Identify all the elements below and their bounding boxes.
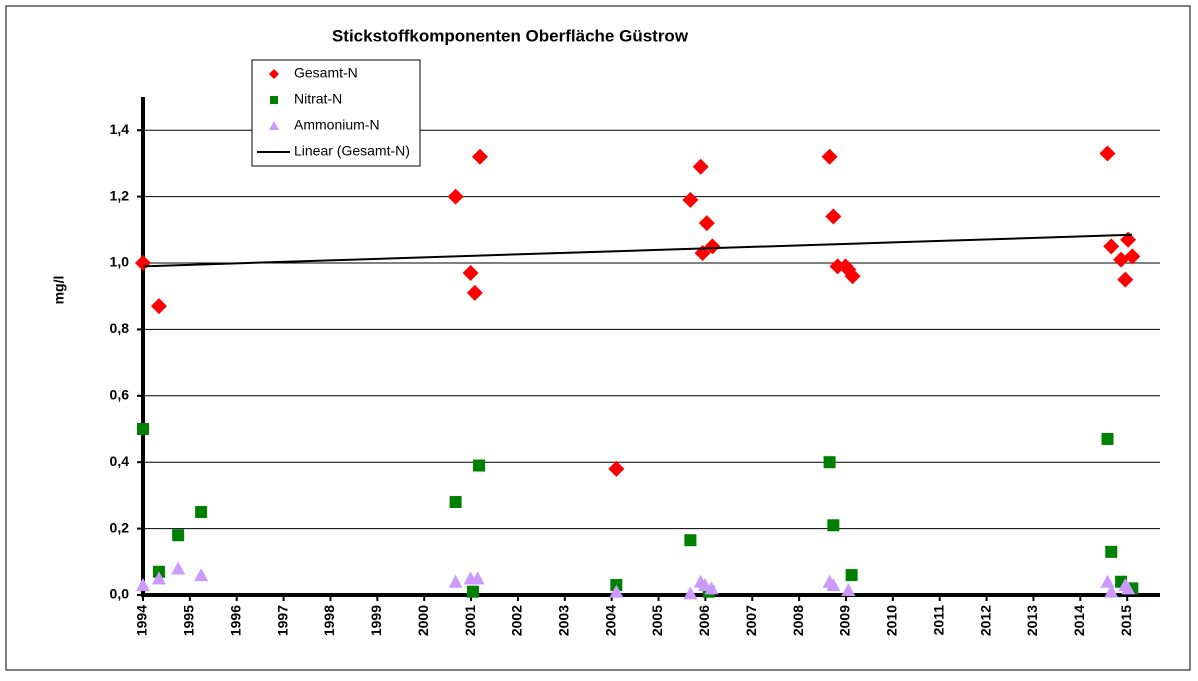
point [821,148,838,165]
x-tick-label: 2007 [743,605,759,636]
point [1124,248,1141,265]
x-tick-label: 2000 [415,605,431,636]
point [609,584,624,598]
point [1100,574,1115,588]
point [151,571,166,585]
x-tick-label: 1996 [227,605,243,636]
y-tick-label: 0,4 [110,453,130,469]
point [825,208,842,225]
legend-label: Nitrat-N [294,91,342,107]
point [692,158,709,175]
point [466,585,479,598]
y-axis-label: mg/l [51,276,67,305]
point [1101,432,1114,445]
y-tick-label: 0,6 [110,387,130,403]
point [462,264,479,281]
point [137,423,149,435]
x-tick-label: 2012 [977,605,993,636]
x-tick-label: 2013 [1024,605,1040,636]
x-tick-label: 1999 [368,605,384,636]
point [449,496,462,509]
x-tick-label: 2010 [884,605,900,636]
x-tick-label: 1998 [321,605,337,636]
x-tick-label: 1994 [134,605,150,636]
point [841,583,856,597]
legend-marker [269,69,279,79]
point [150,298,167,315]
point [1117,271,1134,288]
point [608,460,625,477]
x-tick-label: 2002 [509,605,525,636]
legend-label: Ammonium-N [294,117,380,133]
point [827,519,840,532]
x-tick-label: 2008 [790,605,806,636]
point [704,238,721,255]
point [682,191,699,208]
x-tick-label: 2015 [1118,605,1134,636]
point [704,581,719,595]
legend-marker [270,96,278,104]
legend-box [251,59,421,167]
point [683,586,698,600]
point [823,456,836,469]
x-tick-label: 2014 [1071,605,1087,636]
point [844,268,861,285]
legend-label: Linear (Gesamt-N) [294,143,410,159]
x-tick-label: 2011 [930,605,946,636]
x-tick-label: 2004 [602,605,618,636]
point [1099,145,1116,162]
x-tick-label: 1997 [274,605,290,636]
frame [5,5,1191,671]
point [1121,581,1136,595]
point [470,571,485,585]
y-tick-label: 1,0 [110,254,130,270]
legend-marker [269,121,279,130]
point [447,188,464,205]
point [448,574,463,588]
x-tick-label: 2001 [462,605,478,636]
point [466,284,483,301]
y-tick-label: 1,2 [110,187,130,203]
point [1103,238,1120,255]
point [172,529,185,542]
x-tick-label: 1995 [181,605,197,636]
point [698,215,715,232]
x-tick-label: 2009 [837,605,853,636]
y-tick-label: 0,0 [110,586,130,602]
point [195,506,208,518]
point [845,569,858,582]
y-tick-label: 0,2 [110,519,130,535]
point [471,148,488,165]
x-tick-label: 2006 [696,605,712,636]
point [171,561,186,575]
chart-title: Stickstoffkomponenten Oberfläche Güstrow [332,26,689,45]
point [826,578,841,592]
point [1104,584,1119,598]
trend-line [142,233,1132,268]
point [684,534,697,547]
x-tick-label: 2003 [556,605,572,636]
point [194,568,209,582]
point [473,459,486,472]
point [1105,545,1118,558]
y-tick-label: 1,4 [110,121,130,137]
x-tick-label: 2005 [649,605,665,636]
legend-label: Gesamt-N [294,65,358,81]
point [136,578,150,592]
y-tick-label: 0,8 [110,320,130,336]
